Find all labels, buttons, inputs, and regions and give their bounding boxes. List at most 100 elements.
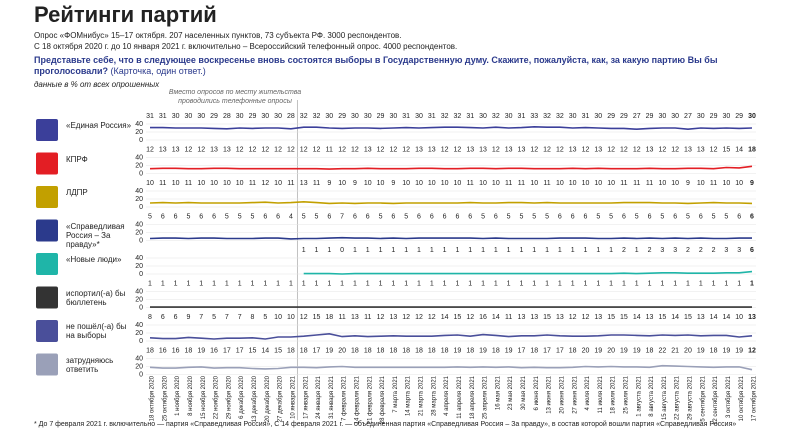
data-label: 13: [569, 146, 577, 153]
data-label: 13: [415, 146, 423, 153]
data-label: 30: [722, 113, 730, 120]
data-label: 30: [364, 113, 372, 120]
y-tick-label: 0: [139, 271, 143, 278]
data-label: 31: [402, 113, 410, 120]
data-label: 6: [443, 213, 447, 220]
data-label: 2: [712, 247, 716, 254]
data-label: 19: [594, 347, 602, 354]
data-label: 13: [748, 314, 756, 321]
data-label: 15: [274, 347, 282, 354]
data-label: 3: [737, 247, 741, 254]
y-tick-label: 40: [135, 154, 143, 161]
party-logo: [36, 253, 58, 275]
y-tick-label: 40: [135, 355, 143, 362]
data-label: 17: [236, 347, 244, 354]
party-logo: [36, 152, 58, 175]
x-tick-label: 29 августа 2021: [688, 375, 694, 420]
data-label: 13: [428, 146, 436, 153]
data-label: 12: [389, 146, 397, 153]
data-label: 29: [620, 113, 628, 120]
data-label: 15: [543, 314, 551, 321]
data-label: 6: [571, 213, 575, 220]
data-label: 10: [569, 180, 577, 187]
data-label: 10: [210, 180, 218, 187]
x-tick-label: 7 марта 2021: [393, 375, 399, 412]
data-label: 29: [338, 113, 346, 120]
data-label: 14: [492, 314, 500, 321]
data-label: 27: [684, 113, 692, 120]
data-label: 12: [658, 146, 666, 153]
data-label: 14: [261, 347, 269, 354]
data-label: 5: [263, 314, 267, 321]
data-label: 18: [428, 347, 436, 354]
x-tick-label: 10 октября 2021: [739, 375, 745, 421]
data-label: 5: [186, 213, 190, 220]
data-label: 1: [494, 280, 498, 287]
data-label: 1: [391, 247, 395, 254]
data-label: 18: [377, 347, 385, 354]
data-label: 30: [185, 113, 193, 120]
data-label: 30: [351, 113, 359, 120]
data-label: 30: [197, 113, 205, 120]
data-label: 19: [697, 347, 705, 354]
data-label: 30: [594, 113, 602, 120]
data-label: 1: [545, 247, 549, 254]
x-tick-label: 17 октября 2021: [752, 375, 758, 421]
series-label: затрудняюсь ответить: [66, 355, 114, 374]
data-label: 13: [518, 146, 526, 153]
data-label: 13: [684, 146, 692, 153]
series-line: [303, 270, 753, 275]
question: Представьте себе, что в следующее воскре…: [34, 55, 754, 77]
data-label: 1: [455, 247, 459, 254]
data-label: 12: [313, 146, 321, 153]
x-tick-label: 27 июня 2021: [572, 375, 578, 413]
data-label: 17: [313, 347, 321, 354]
data-label: 11: [633, 180, 640, 187]
data-label: 6: [417, 213, 421, 220]
data-label: 15: [313, 314, 321, 321]
y-tick-label: 20: [135, 330, 143, 337]
data-label: 20: [582, 347, 590, 354]
data-label: 11: [313, 180, 320, 187]
data-label: 6: [174, 314, 178, 321]
data-label: 15: [684, 314, 692, 321]
data-label: 1: [315, 280, 319, 287]
data-label: 19: [735, 347, 743, 354]
footnote: * До 7 февраля 2021 г. включительно — па…: [34, 421, 737, 428]
x-tick-label: 7 февраля 2021: [342, 375, 348, 421]
data-label: 13: [159, 146, 167, 153]
party-logo: [36, 119, 58, 141]
x-tick-label: 21 марта 2021: [419, 375, 425, 416]
data-label: 1: [507, 247, 511, 254]
data-label: 29: [210, 113, 218, 120]
data-label: 6: [199, 213, 203, 220]
data-label: 14: [710, 314, 718, 321]
data-label: 31: [582, 113, 590, 120]
data-label: 15: [722, 146, 730, 153]
data-label: 12: [351, 146, 359, 153]
x-tick-label: 11 июля 2021: [598, 375, 604, 413]
data-label: 5: [148, 213, 152, 220]
data-label: 19: [633, 347, 641, 354]
data-label: 30: [748, 113, 756, 120]
data-label: 2: [686, 247, 690, 254]
series-label: ЛДПР: [66, 188, 88, 197]
data-label: 10: [377, 180, 385, 187]
data-label: 9: [686, 180, 690, 187]
data-label: 10: [338, 180, 346, 187]
x-tick-label: 4 июля 2021: [585, 375, 591, 410]
data-label: 16: [172, 347, 180, 354]
data-label: 6: [468, 213, 472, 220]
x-tick-label: 22 ноября 2020: [214, 375, 220, 419]
data-label: 30: [236, 113, 244, 120]
data-label: 12: [633, 146, 641, 153]
data-label: 18: [146, 347, 154, 354]
data-label: 12: [466, 314, 474, 321]
data-label: 18: [646, 347, 654, 354]
data-label: 18: [441, 347, 449, 354]
data-label: 1: [596, 247, 600, 254]
data-label: 16: [479, 314, 487, 321]
data-label: 14: [722, 314, 730, 321]
data-label: 1: [430, 280, 434, 287]
